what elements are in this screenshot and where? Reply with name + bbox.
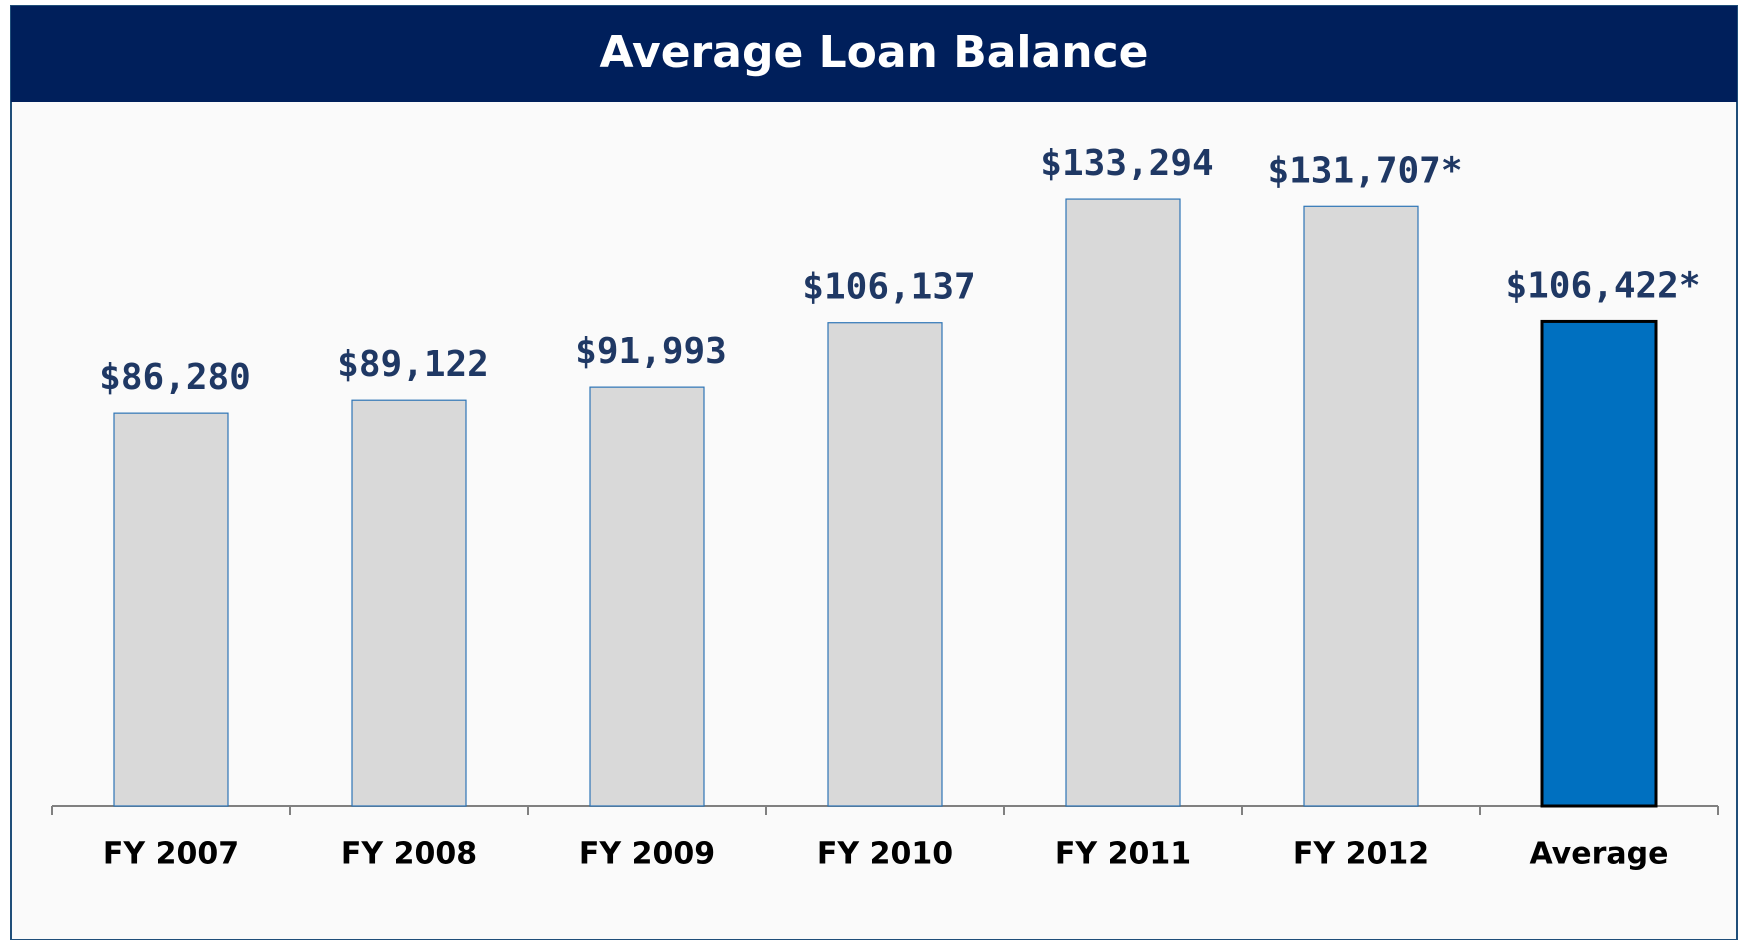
x-tick-label: FY 2012 xyxy=(1293,837,1429,872)
value-label: $131,707* xyxy=(1267,150,1462,191)
value-label: $106,137 xyxy=(802,267,975,308)
value-label: $91,993 xyxy=(575,331,727,372)
value-label: $89,122 xyxy=(337,344,489,385)
x-tick-label: FY 2008 xyxy=(341,837,477,872)
value-label: $86,280 xyxy=(99,357,251,398)
bar xyxy=(1065,198,1181,807)
value-label: $106,422* xyxy=(1505,265,1700,306)
bar xyxy=(1303,205,1419,807)
x-tick-label: Average xyxy=(1530,837,1669,872)
chart-title: Average Loan Balance xyxy=(600,27,1149,78)
x-tick-label: FY 2009 xyxy=(579,837,715,872)
bar xyxy=(589,386,705,807)
x-tick-label: FY 2011 xyxy=(1055,837,1191,872)
bar xyxy=(351,399,467,807)
value-label: $133,294 xyxy=(1040,143,1213,184)
bar xyxy=(1540,319,1658,808)
x-tick-label: FY 2010 xyxy=(817,837,953,872)
title-band xyxy=(11,6,1737,102)
bar xyxy=(827,322,943,807)
x-tick-label: FY 2007 xyxy=(103,837,239,872)
bar xyxy=(113,412,229,807)
